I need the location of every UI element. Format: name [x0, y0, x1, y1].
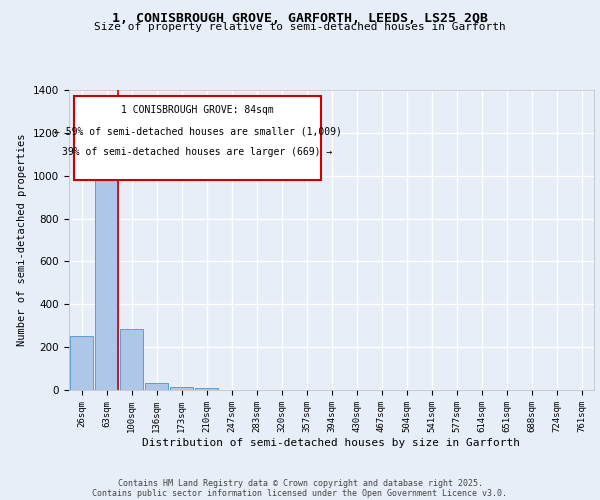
- Text: Contains public sector information licensed under the Open Government Licence v3: Contains public sector information licen…: [92, 489, 508, 498]
- Bar: [195, 388, 218, 390]
- Bar: [145, 382, 168, 390]
- Text: Contains HM Land Registry data © Crown copyright and database right 2025.: Contains HM Land Registry data © Crown c…: [118, 479, 482, 488]
- Text: Size of property relative to semi-detached houses in Garforth: Size of property relative to semi-detach…: [94, 22, 506, 32]
- Text: ← 59% of semi-detached houses are smaller (1,009): ← 59% of semi-detached houses are smalle…: [53, 126, 341, 136]
- Text: 39% of semi-detached houses are larger (669) →: 39% of semi-detached houses are larger (…: [62, 147, 333, 157]
- Text: 1, CONISBROUGH GROVE, GARFORTH, LEEDS, LS25 2QB: 1, CONISBROUGH GROVE, GARFORTH, LEEDS, L…: [112, 12, 488, 26]
- Bar: [70, 336, 93, 390]
- FancyBboxPatch shape: [74, 96, 321, 180]
- X-axis label: Distribution of semi-detached houses by size in Garforth: Distribution of semi-detached houses by …: [143, 438, 521, 448]
- Bar: [120, 329, 143, 390]
- Y-axis label: Number of semi-detached properties: Number of semi-detached properties: [17, 134, 28, 346]
- Bar: [170, 387, 193, 390]
- Bar: [95, 146, 118, 390]
- Text: 1 CONISBROUGH GROVE: 84sqm: 1 CONISBROUGH GROVE: 84sqm: [121, 105, 274, 115]
